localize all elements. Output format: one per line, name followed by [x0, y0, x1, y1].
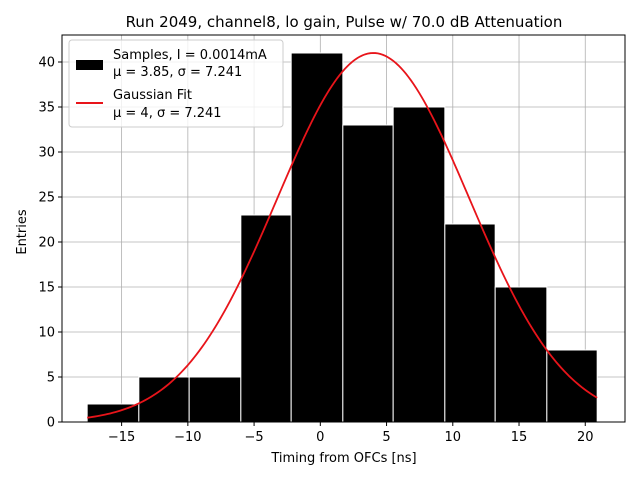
y-tick-label: 30 [38, 146, 55, 161]
histogram-bar [494, 286, 548, 423]
histogram-bar [392, 106, 446, 423]
histogram-bar [342, 124, 394, 423]
y-tick-label: 0 [47, 416, 55, 431]
x-tick-label: 20 [577, 430, 594, 445]
x-axis-title: Timing from OFCs [ns] [270, 451, 416, 466]
y-tick-label: 40 [38, 56, 55, 71]
histogram-bar [188, 376, 242, 423]
chart-title: Run 2049, channel8, lo gain, Pulse w/ 70… [126, 13, 563, 31]
gaussian-fit-curve [87, 52, 598, 419]
legend: Samples, I = 0.0014mA μ = 3.85, σ = 7.24… [68, 39, 284, 128]
histogram-bar [290, 52, 344, 423]
legend-samples-swatch [76, 60, 103, 70]
x-tick-label: −15 [108, 430, 135, 445]
y-axis-title: Entries [15, 209, 30, 255]
x-tick-label: 15 [511, 430, 528, 445]
legend-samples-stats: μ = 3.85, σ = 7.241 [113, 65, 242, 80]
gaussian-fit-layer [87, 52, 598, 419]
plot-frame [61, 34, 626, 423]
legend-fit-stats: μ = 4, σ = 7.241 [113, 106, 222, 121]
y-tick-label: 35 [38, 101, 55, 116]
histogram-bars [86, 52, 598, 423]
histogram-bar [444, 223, 496, 423]
y-tick-label: 5 [47, 371, 55, 386]
y-tick-label: 15 [38, 281, 55, 296]
x-tick-label: −5 [244, 430, 263, 445]
legend-fit-label: Gaussian Fit [113, 88, 192, 103]
y-tick-label: 25 [38, 191, 55, 206]
y-tick-label: 10 [38, 326, 55, 341]
x-tick-label: 10 [445, 430, 462, 445]
legend-samples-label: Samples, I = 0.0014mA [113, 48, 267, 63]
x-tick-label: 5 [382, 430, 390, 445]
axis-ticks: −15 −10 −5 0 5 10 15 20 0 5 10 15 20 25 30 35 40 [38, 56, 593, 446]
y-tick-label: 20 [38, 236, 55, 251]
legend-box [68, 39, 284, 128]
histogram-bar [240, 214, 292, 423]
x-tick-label: 0 [316, 430, 324, 445]
x-tick-label: −10 [174, 430, 201, 445]
